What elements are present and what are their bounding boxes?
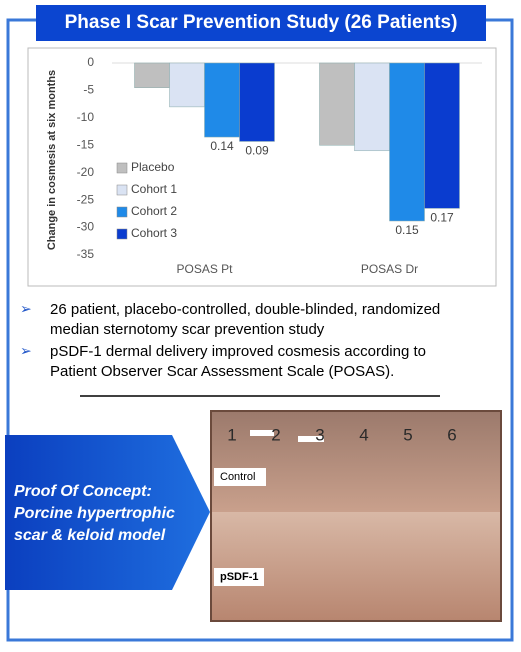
- bullet-marker: ➢: [20, 343, 32, 359]
- bar: [169, 62, 205, 108]
- bullet-text: 26 patient, placebo-controlled, double-b…: [50, 301, 440, 338]
- photo-tape: [298, 436, 324, 442]
- y-tick-label: -35: [77, 247, 95, 261]
- bar: [239, 62, 275, 142]
- legend-label: Cohort 2: [131, 204, 177, 218]
- legend-swatch: [116, 162, 128, 174]
- callout-text: scar & keloid model: [14, 527, 166, 544]
- y-tick-label: -25: [77, 192, 95, 206]
- legend-swatch: [116, 228, 128, 240]
- callout: Proof Of Concept: Porcine hypertrophic sca…: [14, 483, 175, 544]
- callout-arrow: [5, 435, 210, 590]
- title: Phase I Scar Prevention Study (26 Patien…: [65, 12, 458, 33]
- legend-swatch: [116, 184, 128, 196]
- photo-tape: [250, 430, 274, 436]
- photo-marks: 1 2 3 4 5 6: [227, 425, 456, 444]
- bar: [354, 62, 390, 152]
- x-tick-label: POSAS Pt: [176, 262, 233, 276]
- bar: [204, 62, 240, 138]
- y-tick-label: 0: [87, 55, 94, 69]
- legend-label: Cohort 3: [131, 226, 177, 240]
- y-tick-label: -20: [77, 165, 95, 179]
- legend-label: Placebo: [131, 160, 175, 174]
- photo-mark: 3: [315, 425, 324, 444]
- photo-label-box: [214, 568, 264, 586]
- x-tick-label: POSAS Dr: [361, 262, 418, 276]
- callout-text: Proof Of Concept:: [14, 483, 152, 500]
- photo-label: Control: [220, 471, 255, 483]
- callout-text: Porcine hypertrophic: [14, 505, 175, 522]
- photo-mark: 2: [271, 425, 280, 444]
- bullets: ➢ 26 patient, placebo-controlled, double-…: [20, 301, 440, 380]
- photo-mark: 4: [359, 425, 368, 444]
- photo-bottom: [212, 512, 500, 620]
- legend-swatch: [116, 206, 128, 218]
- y-tick-label: -15: [77, 137, 95, 151]
- bar: [134, 62, 170, 88]
- p-value-label: 0.17: [430, 211, 454, 225]
- legend-label: Cohort 1: [131, 182, 177, 196]
- y-axis-label: Change in cosmesis at six months: [46, 70, 58, 250]
- photo-mark: 5: [403, 425, 412, 444]
- photo-mark: 6: [447, 425, 456, 444]
- title-banner: [36, 5, 486, 41]
- y-tick-label: -10: [77, 110, 95, 124]
- y-tick-label: -5: [83, 83, 94, 97]
- bar: [319, 62, 355, 146]
- bar: [424, 62, 460, 209]
- p-value-label: 0.14: [210, 139, 234, 153]
- photo-label-box: [214, 468, 266, 486]
- photo-label: pSDF-1: [220, 571, 259, 583]
- bullet-text: pSDF-1 dermal delivery improved cosmesis…: [50, 343, 426, 380]
- photo-mark: 1: [227, 425, 236, 444]
- photo-top: [212, 412, 500, 512]
- bar: [389, 62, 425, 222]
- y-tick-label: -30: [77, 220, 95, 234]
- p-value-label: 0.09: [245, 144, 269, 158]
- p-value-label: 0.15: [395, 223, 419, 237]
- chart: 0 -5 -10 -15 -20 -25 -30 -35 Change in cosmesis …: [46, 55, 482, 276]
- bullet-marker: ➢: [20, 301, 32, 317]
